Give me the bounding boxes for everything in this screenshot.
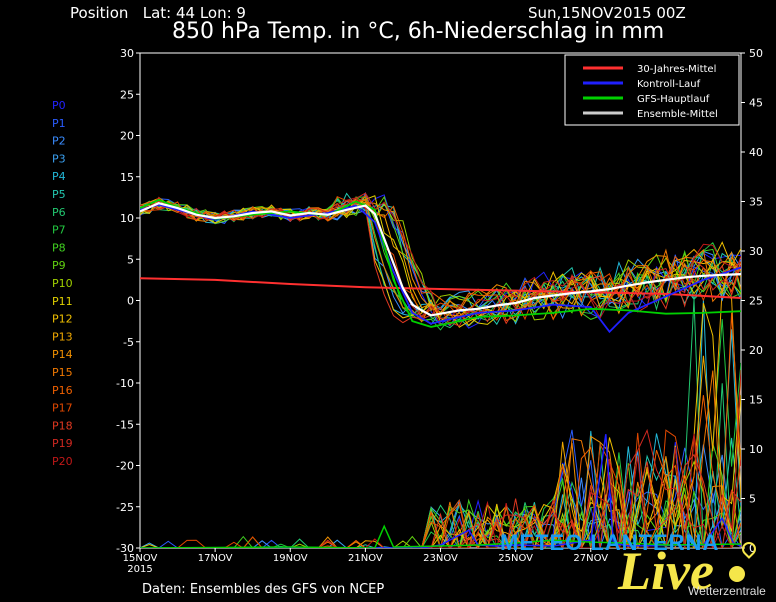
watermark-subtitle: Wetterzentrale [688, 584, 766, 598]
y-right-tick-label: 30 [749, 245, 763, 258]
member-label: P0 [52, 99, 66, 112]
y-right-tick-label: 0 [749, 542, 756, 555]
x-tick-label: 19NOV [273, 553, 308, 564]
member-label: P6 [52, 206, 66, 219]
member-temp-line [140, 200, 741, 326]
y-left-tick-label: 0 [127, 295, 134, 308]
member-precip-line [140, 287, 741, 548]
y-left-tick-label: 30 [120, 47, 134, 60]
y-left-tick-label: -30 [116, 542, 134, 555]
member-label: P8 [52, 241, 66, 254]
member-label: P17 [52, 402, 73, 415]
y-right-tick-label: 20 [749, 344, 763, 357]
y-left-tick-label: -10 [116, 377, 134, 390]
main-precip-line [140, 524, 741, 548]
member-temp-line [140, 200, 741, 329]
y-right-tick-label: 50 [749, 47, 763, 60]
y-right-tick-label: 45 [749, 97, 763, 110]
sun-icon [729, 566, 745, 582]
y-right-tick-label: 40 [749, 146, 763, 159]
x-tick-label: 15NOV [123, 553, 158, 564]
y-right-tick-label: 15 [749, 394, 763, 407]
watermark-live: Live [618, 541, 714, 601]
climatology-line [140, 277, 741, 299]
legend-label: Ensemble-Mittel [637, 109, 718, 120]
watermark-title: METEO LANTERNA [500, 530, 720, 555]
member-label: P13 [52, 330, 73, 343]
y-left-tick-label: -5 [123, 336, 134, 349]
member-label: P16 [52, 384, 73, 397]
run-date: Sun,15NOV2015 00Z [528, 4, 686, 22]
x-tick-label: 21NOV [348, 553, 383, 564]
y-left-tick-label: 25 [120, 88, 134, 101]
y-right-tick-label: 35 [749, 196, 763, 209]
member-precip-line [140, 312, 741, 548]
member-precip-line [140, 302, 741, 548]
member-label: P12 [52, 313, 73, 326]
member-label: P7 [52, 224, 66, 237]
member-label: P18 [52, 419, 73, 432]
control-precip-line [140, 434, 741, 548]
legend-label: GFS-Hauptlauf [637, 94, 710, 105]
member-precip-line [140, 299, 741, 548]
series-group [140, 191, 741, 548]
y-right-tick-label: 25 [749, 295, 763, 308]
x-tick-label: 27NOV [573, 553, 608, 564]
y-left-tick-label: -25 [116, 501, 134, 514]
member-label: P4 [52, 170, 66, 183]
y-left-tick-label: 20 [120, 130, 134, 143]
y-left-tick-label: -15 [116, 418, 134, 431]
legend-label: Kontroll-Lauf [637, 79, 701, 90]
y-left-tick-label: -20 [116, 460, 134, 473]
data-source: Daten: Ensembles des GFS von NCEP [142, 582, 385, 597]
x-tick-label: 17NOV [198, 553, 233, 564]
member-label: P2 [52, 135, 66, 148]
member-temp-line [140, 194, 741, 323]
y-right-tick-label: 5 [749, 493, 756, 506]
y-right-tick-label: 10 [749, 443, 763, 456]
y-left-tick-label: 5 [127, 253, 134, 266]
x-tick-label: 2015 [127, 564, 152, 575]
chart-title: 850 hPa Temp. in °C, 6h-Niederschlag in … [172, 19, 665, 44]
member-label: P5 [52, 188, 66, 201]
member-label: P1 [52, 117, 66, 130]
position-label: Position Lat: 44 Lon: 9 [70, 4, 246, 22]
member-precip-line [140, 369, 741, 548]
member-precip-line [140, 428, 741, 548]
member-label: P14 [52, 348, 73, 361]
legend-label: 30-Jahres-Mittel [637, 64, 716, 75]
member-precip-line [140, 299, 741, 548]
member-precip-line [140, 437, 741, 548]
member-label: P3 [52, 152, 66, 165]
member-label: P19 [52, 437, 73, 450]
member-label: P11 [52, 295, 73, 308]
member-label: P20 [52, 455, 73, 468]
member-precip-line [140, 443, 741, 548]
member-label: P15 [52, 366, 73, 379]
member-precip-line [140, 429, 741, 548]
member-label: P9 [52, 259, 66, 272]
y-left-tick-label: 10 [120, 212, 134, 225]
ensemble-mean-line [140, 202, 741, 317]
y-left-tick-label: 15 [120, 171, 134, 184]
member-precip-line [140, 435, 741, 548]
member-label: P10 [52, 277, 73, 290]
x-tick-label: 25NOV [498, 553, 533, 564]
x-tick-label: 23NOV [423, 553, 458, 564]
